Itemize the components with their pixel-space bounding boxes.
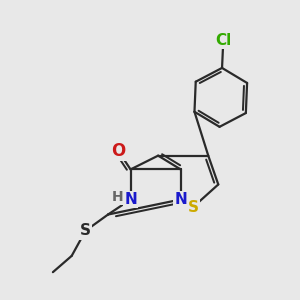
Text: O: O [111,142,125,160]
Text: N: N [174,192,187,207]
Text: Cl: Cl [215,33,231,48]
Text: S: S [80,223,91,238]
Text: H: H [112,190,123,205]
Text: N: N [124,192,137,207]
Text: S: S [188,200,199,214]
